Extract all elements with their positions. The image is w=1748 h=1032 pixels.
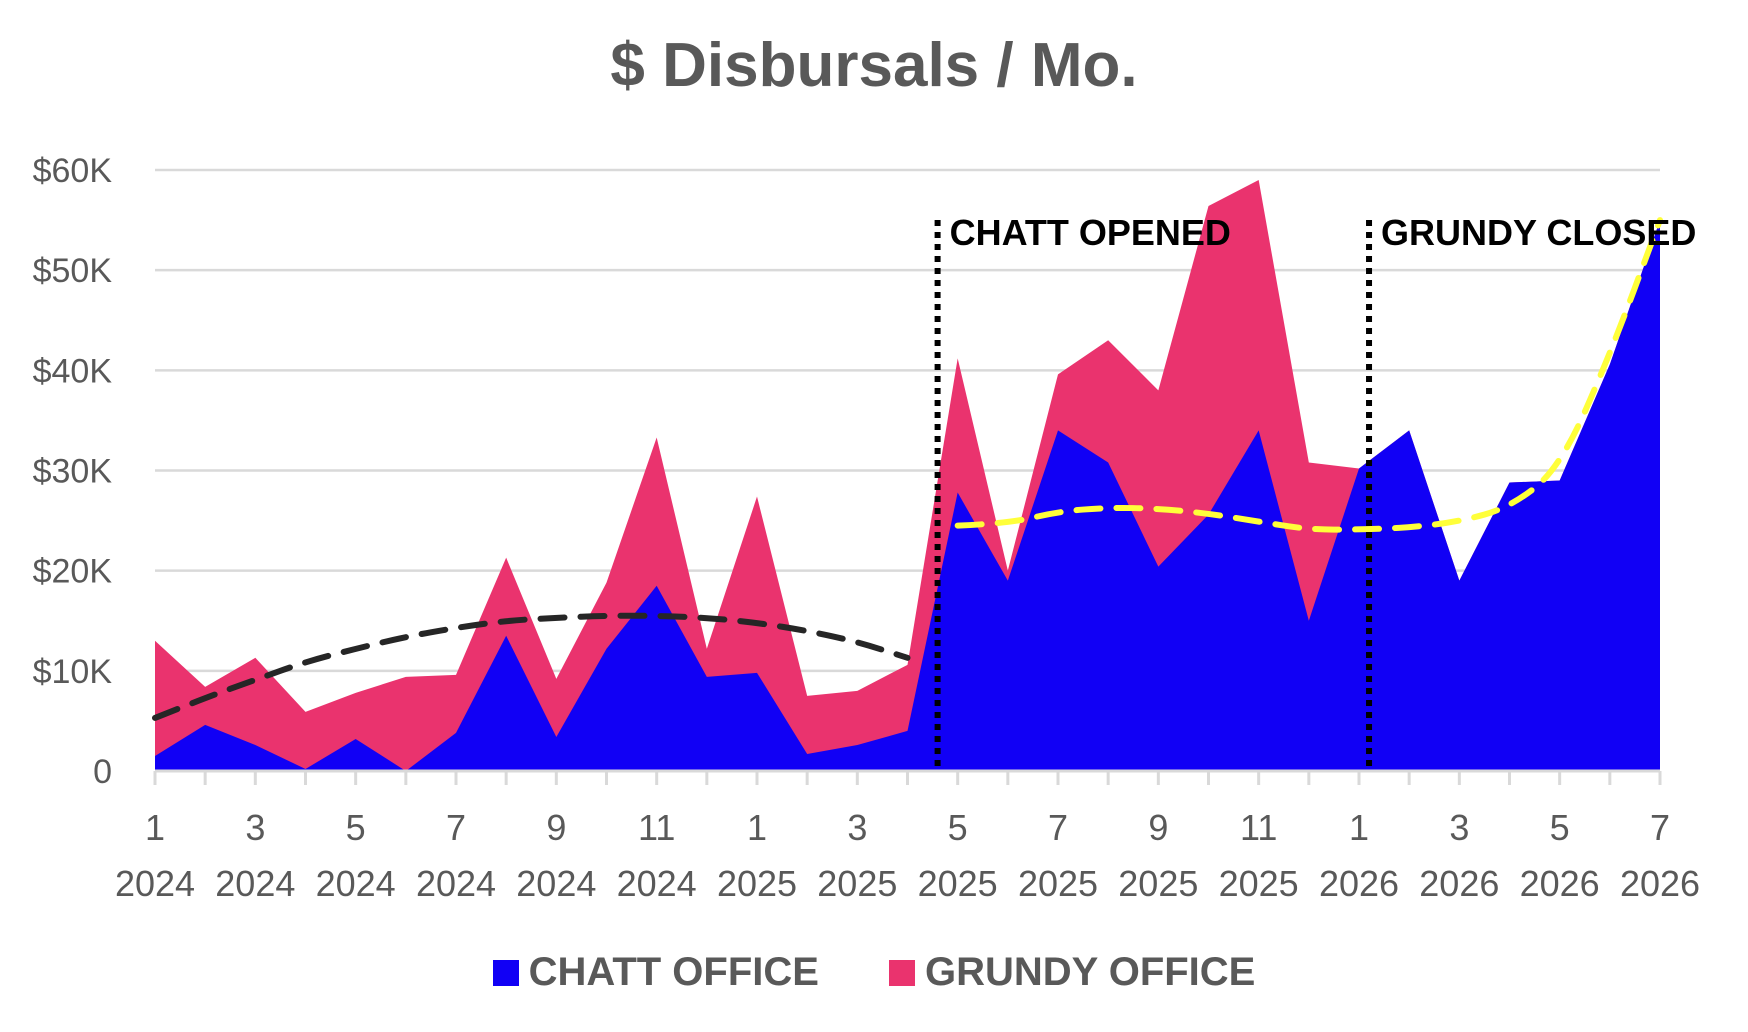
legend-item-grundy: GRUNDY OFFICE	[888, 950, 1256, 995]
x-tick-label-year: 2025	[1018, 863, 1098, 904]
x-tick-label-year: 2026	[1419, 863, 1499, 904]
legend-swatch-grundy	[888, 959, 915, 986]
x-tick-label-year: 2026	[1319, 863, 1399, 904]
x-tick-label-year: 2026	[1620, 863, 1700, 904]
x-tick-label-month: 3	[847, 807, 867, 848]
x-tick-label-year: 2025	[817, 863, 897, 904]
y-tick-label: $60K	[33, 152, 113, 190]
x-tick-label-month: 3	[1449, 807, 1469, 848]
x-tick-label-month: 3	[245, 807, 265, 848]
annotations: CHATT OPENED GRUNDY CLOSED	[934, 212, 1696, 771]
x-tick-label-year: 2024	[617, 863, 697, 904]
x-tick-label-year: 2025	[1118, 863, 1198, 904]
annotation-grundy-closed: GRUNDY CLOSED	[1381, 212, 1696, 253]
x-tick-label-month: 7	[1650, 807, 1670, 848]
y-tick-label: $10K	[33, 653, 113, 691]
x-tick-label-year: 2025	[1219, 863, 1299, 904]
y-tick-label: $20K	[33, 553, 113, 591]
axes: 0 $10K $20K $30K $40K $50K $60K 1 2024 3 2024 5 2024…	[33, 152, 1700, 904]
x-tick-label-month: 9	[1148, 807, 1168, 848]
y-tick-label: $30K	[33, 453, 113, 491]
y-tick-label: $40K	[33, 352, 113, 390]
legend-label-chatt: CHATT OFFICE	[528, 950, 819, 994]
x-tick-label-month: 11	[1240, 807, 1277, 848]
legend-item-chatt: CHATT OFFICE	[492, 950, 819, 995]
x-tick-label-year: 2024	[516, 863, 596, 904]
trendline-after-chatt	[954, 217, 1663, 533]
y-tick-label: $50K	[33, 252, 113, 290]
x-tick-label-year: 2024	[416, 863, 496, 904]
x-tick-label-month: 7	[446, 807, 466, 848]
legend: CHATT OFFICE GRUNDY OFFICE	[0, 950, 1748, 995]
x-tick-label-month: 1	[145, 807, 165, 848]
x-tick-label-month: 7	[1048, 807, 1068, 848]
x-tick-label-month: 11	[638, 807, 675, 848]
x-tick-label-month: 5	[948, 807, 968, 848]
x-tick-label-month: 5	[346, 807, 366, 848]
x-tick-label-month: 9	[546, 807, 566, 848]
annotation-chatt-opened: CHATT OPENED	[950, 212, 1231, 253]
gridlines	[155, 168, 1660, 673]
trendlines	[152, 217, 1663, 721]
x-tick-label-month: 1	[1349, 807, 1369, 848]
x-tick-label-month: 1	[747, 807, 767, 848]
legend-swatch-chatt	[492, 959, 519, 986]
legend-label-grundy: GRUNDY OFFICE	[924, 950, 1256, 994]
x-tick-label-year: 2026	[1520, 863, 1600, 904]
x-tick-label-year: 2024	[115, 863, 195, 904]
y-tick-label: 0	[93, 753, 112, 791]
x-tick-label-year: 2025	[717, 863, 797, 904]
x-tick-label-year: 2024	[215, 863, 295, 904]
area-series	[155, 180, 1660, 772]
chart-title: $ Disbursals / Mo.	[610, 31, 1138, 100]
trendline-before-chatt	[152, 612, 911, 721]
x-tick-label-year: 2025	[918, 863, 998, 904]
x-tick-label-year: 2024	[316, 863, 396, 904]
x-tick-label-month: 5	[1550, 807, 1570, 848]
area-chatt-office	[155, 220, 1660, 772]
